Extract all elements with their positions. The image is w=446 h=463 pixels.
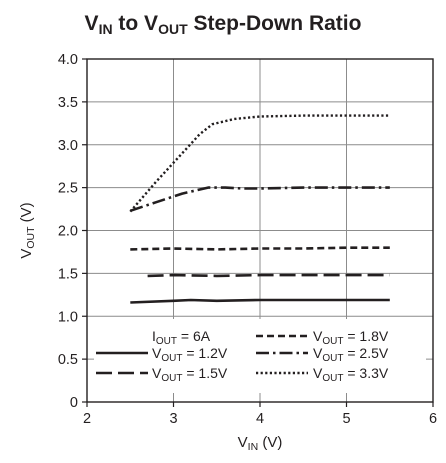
legend-label-4: VOUT = 2.5V [313, 345, 389, 364]
y-tick-label: 3.0 [58, 138, 78, 154]
x-tick-label: 6 [429, 411, 437, 427]
chart-title: VIN to VOUT Step-Down Ratio [85, 12, 362, 37]
legend-title: IOUT = 6A [152, 328, 211, 347]
y-tick-label: 1.5 [58, 266, 78, 282]
y-tick-label: 0.5 [58, 352, 78, 368]
y-tick-label: 3.5 [58, 95, 78, 111]
y-tick-label: 1.0 [58, 309, 78, 325]
x-axis-label: VIN (V) [238, 434, 283, 453]
series-line-4 [129, 186, 390, 213]
x-tick-label: 3 [169, 411, 177, 427]
legend-label-3: VOUT = 1.8V [313, 328, 389, 347]
y-tick-label: 0 [70, 395, 78, 411]
legend-label-1: VOUT = 1.2V [152, 345, 228, 364]
legend-label-5: VOUT = 3.3V [313, 365, 389, 384]
tick-layer: 2 3 4 5 6 0 0.5 1.0 1.5 2.0 2.5 3.0 3.5 4.0 [58, 52, 437, 427]
series-layer [129, 114, 390, 304]
legend-background [94, 319, 426, 393]
y-tick-label: 2.0 [58, 224, 78, 240]
y-tick-label: 4.0 [58, 52, 78, 68]
series-line-2 [147, 273, 390, 278]
legend-label-2: VOUT = 1.5V [152, 365, 228, 384]
y-axis-label: VOUT (V) [18, 202, 37, 258]
series-line-1 [130, 298, 390, 304]
x-tick-label: 4 [256, 411, 264, 427]
y-tick-label: 2.5 [58, 181, 78, 197]
x-tick-label: 5 [342, 411, 350, 427]
x-tick-label: 2 [83, 411, 91, 427]
